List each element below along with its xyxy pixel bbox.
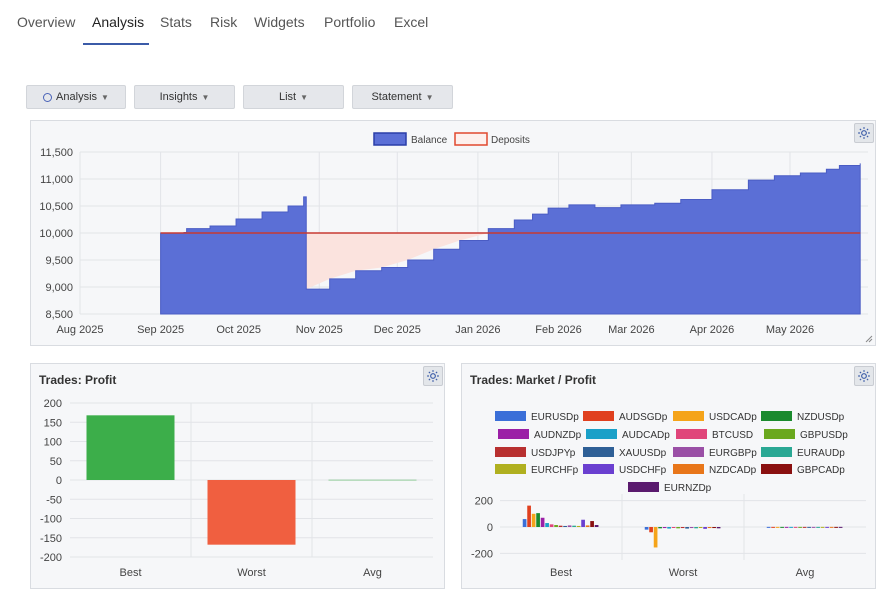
insights-dropdown-label: Insights [159, 91, 198, 103]
tab-portfolio[interactable]: Portfolio [324, 14, 376, 30]
tab-stats[interactable]: Stats [160, 14, 192, 30]
tab-widgets[interactable]: Widgets [254, 14, 305, 30]
gear-icon [858, 127, 870, 139]
caret-down-icon: ▼ [101, 92, 109, 102]
analysis-dropdown-label: Analysis [56, 91, 98, 103]
trades-market-profit-panel: Trades: Market / Profit [461, 363, 876, 589]
tab-risk[interactable]: Risk [210, 14, 238, 30]
analysis-dropdown-button[interactable]: Analysis ▼ [26, 85, 126, 109]
list-dropdown-button[interactable]: List ▼ [243, 85, 344, 109]
list-dropdown-label: List [278, 91, 297, 103]
tab-overview[interactable]: Overview [17, 14, 76, 30]
gear-icon [427, 370, 439, 382]
active-tab-underline [83, 43, 149, 45]
statement-dropdown-label: Statement [371, 91, 422, 103]
insights-dropdown-button[interactable]: Insights ▼ [134, 85, 235, 109]
caret-down-icon: ▼ [300, 92, 309, 102]
caret-down-icon: ▼ [425, 92, 434, 102]
tab-analysis[interactable]: Analysis [92, 14, 145, 30]
trades-profit-title: Trades: Profit [39, 373, 117, 387]
trades-market-settings-button[interactable] [854, 366, 874, 386]
statement-dropdown-button[interactable]: Statement ▼ [352, 85, 453, 109]
caret-down-icon: ▼ [201, 92, 210, 102]
trades-profit-settings-button[interactable] [423, 366, 443, 386]
chart-settings-button[interactable] [854, 123, 874, 143]
tab-excel[interactable]: Excel [394, 14, 429, 30]
resize-handle-icon[interactable] [865, 335, 873, 343]
circle-icon [43, 92, 53, 102]
trades-profit-panel: Trades: Profit [30, 363, 445, 589]
trades-market-profit-title: Trades: Market / Profit [470, 373, 597, 387]
tab-bar: Overview Analysis Stats Risk Widgets Por… [0, 0, 890, 46]
gear-icon [858, 370, 870, 382]
balance-chart-panel [30, 120, 876, 346]
